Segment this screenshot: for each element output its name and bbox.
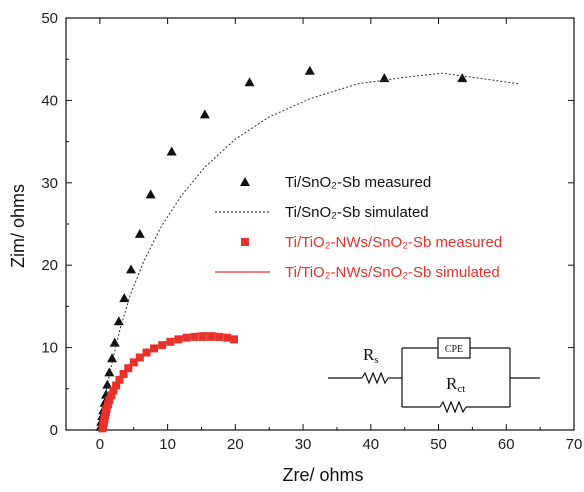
resistor-rs-icon [361,371,389,385]
resistor-rct-icon [439,400,467,414]
data-point-triangle [304,65,315,75]
data-point-triangle [199,109,210,119]
simulated-line-black [99,72,520,431]
data-point-triangle [107,353,118,363]
y-tick-label: 30 [41,175,58,192]
legend-marker-square [241,238,249,246]
legend-item: Ti/TiO₂-NWs/SnO₂-Sb simulated [215,264,500,281]
data-point-triangle [244,77,255,87]
data-point-triangle [102,379,113,389]
legend-label: Ti/SnO₂-Sb measured [285,174,431,191]
data-point-square [223,333,232,342]
x-tick-label: 20 [227,436,244,453]
data-point-square [182,333,191,342]
legend-item: Ti/SnO₂-Sb simulated [215,204,429,221]
x-tick-label: 40 [362,436,379,453]
legend-item: Ti/SnO₂-Sb measured [240,174,431,191]
data-point-square [190,332,199,341]
x-tick-label: 70 [566,436,583,453]
y-tick-label: 20 [41,257,58,274]
data-point-square [158,341,167,350]
series-2 [98,332,238,433]
series-3 [101,332,235,431]
cpe-label: CPE [445,344,463,355]
simulated-line-red [101,332,235,431]
legend-label: Ti/TiO₂-NWs/SnO₂-Sb measured [285,234,502,251]
x-tick-label: 30 [295,436,312,453]
data-point-square [229,335,238,344]
x-tick-label: 10 [159,436,176,453]
x-tick-label: 0 [96,436,104,453]
data-point-triangle [119,293,130,303]
x-tick-label: 60 [498,436,515,453]
rct-label: Rct [446,374,465,395]
equivalent-circuit-inset: Rs CPE Rct [328,337,540,414]
data-point-square [135,353,144,362]
data-point-triangle [109,337,120,347]
data-point-square [174,335,183,344]
series-1 [99,72,520,431]
legend-label: Ti/TiO₂-NWs/SnO₂-Sb simulated [285,264,500,281]
data-point-square [166,337,175,346]
data-point-square [142,348,151,357]
data-point-square [215,332,224,341]
rs-label: Rs [363,345,379,366]
x-tick-label: 50 [430,436,447,453]
x-axis-title: Zre/ ohms [282,465,363,485]
plot-frame [65,17,575,431]
legend-marker-triangle [240,177,250,186]
y-tick-label: 40 [41,92,58,109]
legend-item: Ti/TiO₂-NWs/SnO₂-Sb measured [241,234,502,251]
y-tick-label: 10 [41,340,58,357]
data-point-triangle [145,189,156,199]
data-point-square [124,364,133,373]
data-point-square [115,375,124,384]
data-point-triangle [166,146,177,156]
series-layer [95,65,520,433]
data-point-square [198,332,207,341]
data-point-square [129,358,138,367]
y-tick-label: 0 [50,422,58,439]
y-axis-title: Zim/ ohms [8,184,28,268]
legend-label: Ti/SnO₂-Sb simulated [285,204,429,221]
y-tick-label: 50 [41,10,58,27]
data-point-triangle [457,73,468,83]
data-point-square [206,332,215,341]
data-point-triangle [113,316,124,326]
data-point-triangle [134,228,145,238]
data-point-triangle [104,367,115,377]
data-point-triangle [126,264,137,274]
axes: 0 10 20 30 40 50 60 70 0 10 20 30 40 50 [41,10,582,453]
legend: Ti/SnO₂-Sb measured Ti/SnO₂-Sb simulated T… [215,174,502,281]
data-point-triangle [379,73,390,83]
